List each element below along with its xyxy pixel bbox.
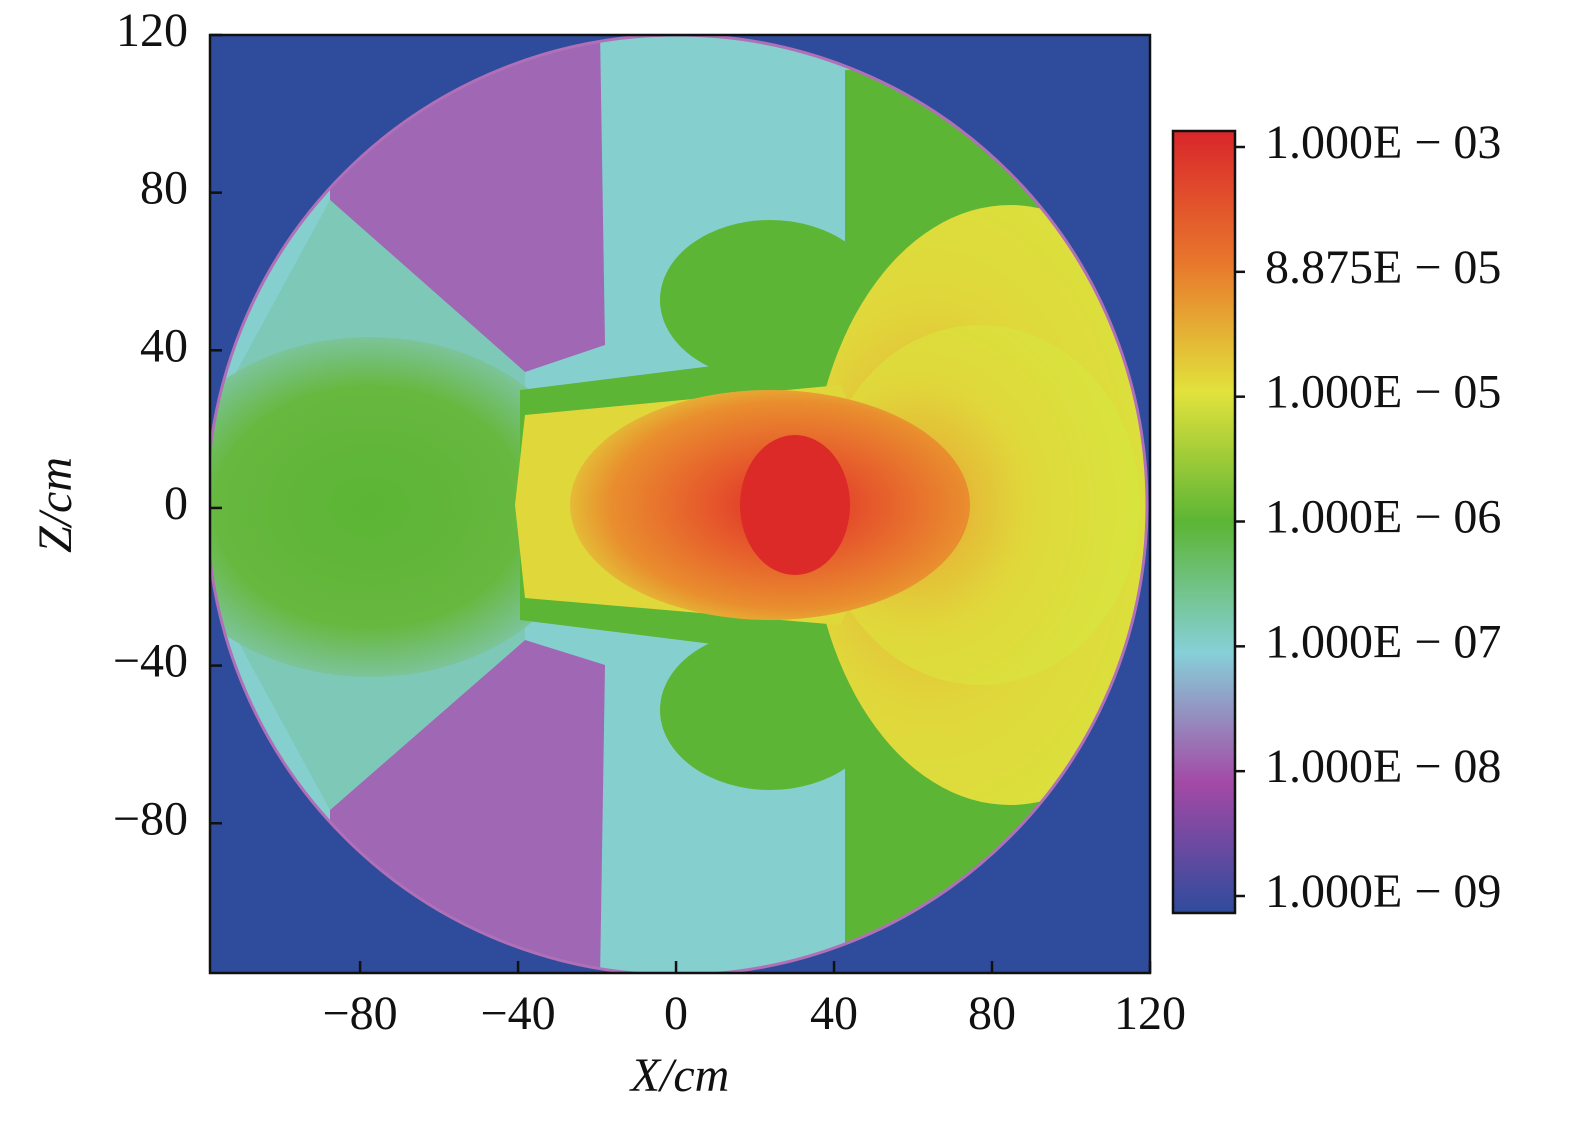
- heatmap: [210, 35, 1150, 973]
- x-tick-label: 0: [664, 987, 688, 1040]
- y-tick-label: −80: [113, 792, 188, 845]
- y-tick-label: 40: [140, 319, 188, 372]
- plot-frame: [208, 33, 1152, 975]
- y-tick-label: 0: [164, 477, 188, 530]
- y-axis-label: Z/cm: [29, 457, 82, 553]
- colorbar-tick-label: 1.000E − 06: [1265, 491, 1501, 544]
- colorbar-tick-label: 1.000E − 07: [1265, 615, 1501, 668]
- colorbar-tick-label: 8.875E − 05: [1265, 241, 1501, 294]
- x-tick-label: −80: [323, 987, 398, 1040]
- colorbar-tick-label: 1.000E − 05: [1265, 366, 1501, 419]
- colorbar-tick-label: 1.000E − 09: [1265, 865, 1501, 918]
- y-tick-label: 120: [116, 4, 188, 57]
- y-tick-label: −40: [113, 635, 188, 688]
- y-tick-label: 80: [140, 162, 188, 215]
- colorbar-tick-label: 1.000E − 03: [1265, 116, 1501, 169]
- x-axis-label: X/cm: [629, 1049, 730, 1102]
- colorbar-tick-label: 1.000E − 08: [1265, 740, 1501, 793]
- colorbar: [1171, 129, 1237, 915]
- x-tick-label: 120: [1114, 987, 1186, 1040]
- x-tick-label: 40: [810, 987, 858, 1040]
- x-tick-label: 80: [968, 987, 1016, 1040]
- x-tick-label: −40: [481, 987, 556, 1040]
